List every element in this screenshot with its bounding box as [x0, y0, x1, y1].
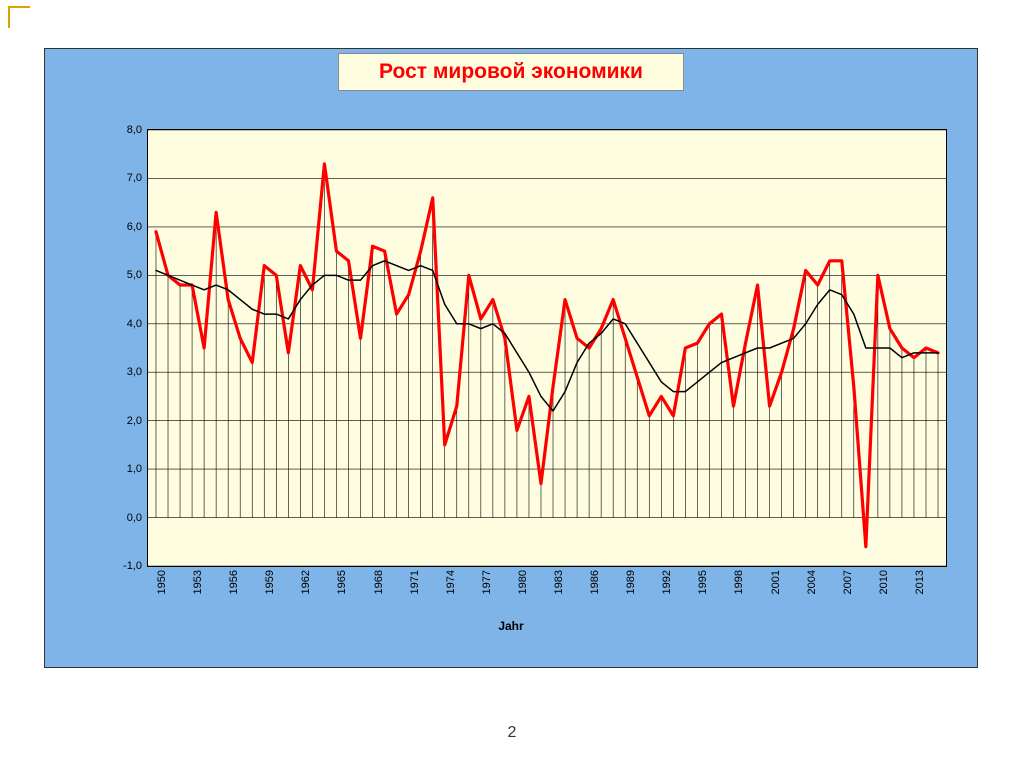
x-tick-label: 1983 [553, 570, 565, 594]
x-tick-label: 1950 [156, 570, 168, 594]
chart-outer-frame: Рост мировой экономики Wirtschaftswachst… [44, 48, 978, 668]
x-tick-label: 1980 [517, 570, 529, 594]
y-tick-label: 1,0 [127, 463, 142, 475]
x-tick-label: 1986 [589, 570, 601, 594]
chart-svg [148, 130, 946, 566]
x-tick-label: 1998 [733, 570, 745, 594]
x-tick-label: 1974 [445, 570, 457, 594]
x-tick-label: 1992 [661, 570, 673, 594]
page-number: 2 [508, 724, 517, 742]
x-tick-label: 2010 [878, 570, 890, 594]
x-tick-label: 2001 [770, 570, 782, 594]
y-tick-label: 2,0 [127, 415, 142, 427]
x-tick-label: 2013 [914, 570, 926, 594]
x-tick-label: 2004 [806, 570, 818, 594]
x-tick-label: 1953 [192, 570, 204, 594]
x-tick-label: 1977 [481, 570, 493, 594]
y-tick-label: 3,0 [127, 366, 142, 378]
plot-area: -1,00,01,02,03,04,05,06,07,08,0195019531… [147, 129, 947, 567]
chart-title: Рост мировой экономики [338, 53, 684, 91]
x-tick-label: 1989 [625, 570, 637, 594]
x-tick-label: 1971 [409, 570, 421, 594]
y-tick-label: 4,0 [127, 318, 142, 330]
y-tick-label: 0,0 [127, 512, 142, 524]
x-tick-label: 1956 [228, 570, 240, 594]
y-tick-label: 6,0 [127, 221, 142, 233]
x-tick-label: 1965 [336, 570, 348, 594]
x-tick-label: 1995 [697, 570, 709, 594]
y-tick-label: -1,0 [123, 560, 142, 572]
plot-wrapper: Wirtschaftswachstum in KKP-$ -1,00,01,02… [65, 109, 957, 637]
x-axis-title: Jahr [498, 619, 523, 633]
y-tick-label: 8,0 [127, 124, 142, 136]
x-tick-label: 1959 [264, 570, 276, 594]
slide-corner-decoration [8, 6, 30, 28]
x-tick-label: 1968 [373, 570, 385, 594]
x-tick-label: 1962 [300, 570, 312, 594]
x-tick-label: 2007 [842, 570, 854, 594]
y-tick-label: 7,0 [127, 172, 142, 184]
y-tick-label: 5,0 [127, 269, 142, 281]
